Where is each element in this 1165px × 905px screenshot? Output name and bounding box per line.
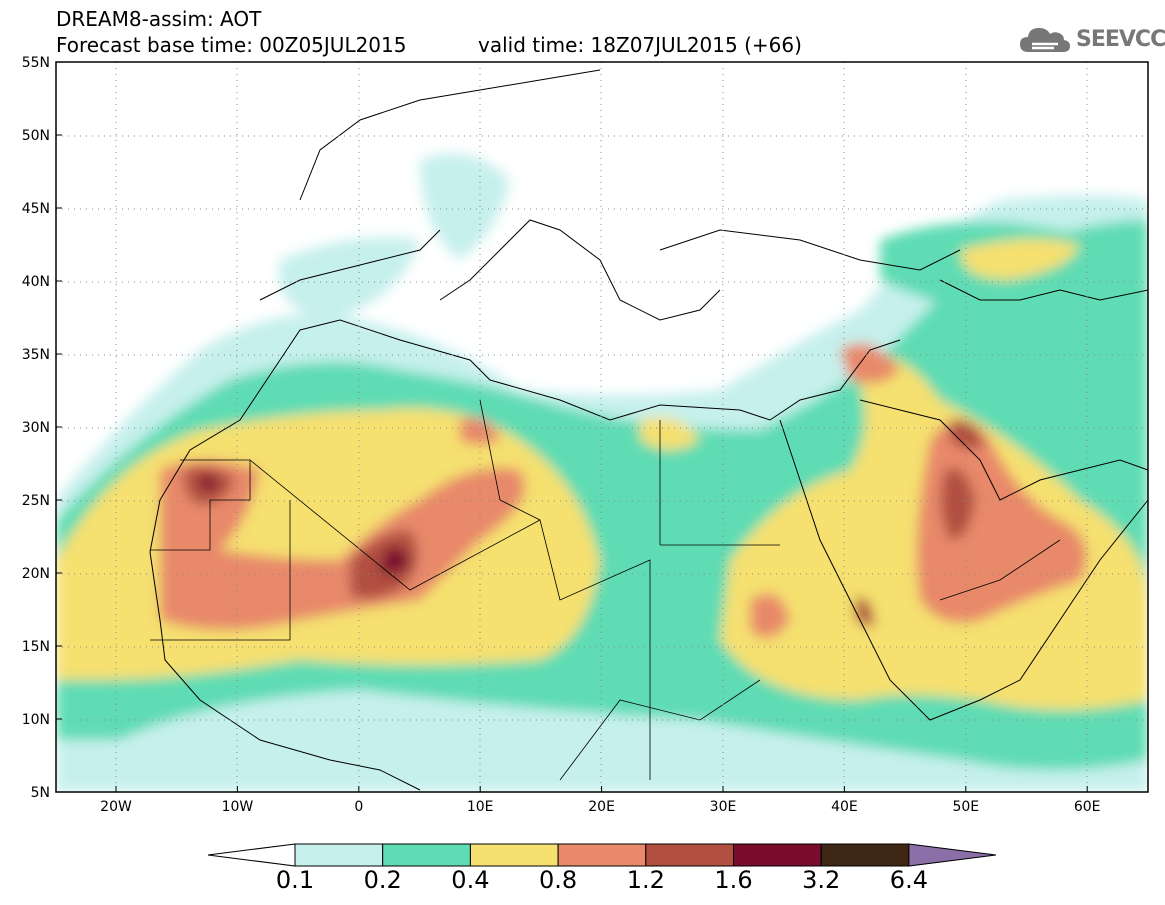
colorbar-label: 6.4: [889, 866, 928, 894]
lat-tick-label: 45N: [22, 201, 50, 217]
lon-tick-label: 20W: [100, 799, 132, 815]
colorbar-label: 0.2: [363, 866, 402, 894]
lon-tick-label: 50E: [952, 799, 979, 815]
colorbar-swatch: [469, 843, 559, 867]
lat-tick-label: 20N: [22, 566, 50, 582]
lat-tick-label: 25N: [22, 493, 50, 509]
lat-tick-label: 15N: [22, 639, 50, 655]
colorbar-label: 0.1: [275, 866, 315, 894]
colorbar-label: 0.8: [539, 866, 578, 894]
colorbar-swatch: [382, 843, 471, 867]
colorbar-swatch: [294, 843, 384, 867]
map-title: DREAM8-assim: AOT: [56, 7, 262, 31]
colorbar-swatch: [733, 843, 822, 867]
lon-tick-label: 10W: [222, 799, 254, 815]
lat-tick-label: 5N: [31, 785, 50, 801]
lon-tick-label: 20E: [588, 799, 615, 815]
country-borders: [150, 399, 1061, 781]
colorbar-swatch: [820, 843, 910, 867]
graticule: [56, 62, 1148, 792]
aot-field: [56, 62, 1148, 792]
colorbar-swatch: [645, 843, 734, 867]
lon-tick-label: 30E: [710, 799, 737, 815]
lon-tick-label: 10E: [467, 799, 494, 815]
lon-tick-label: 40E: [831, 799, 858, 815]
lat-tick-label: 35N: [22, 347, 50, 363]
lon-axis: 20W 10W 0 10E 20E 30E 40E 50E 60E: [100, 786, 1101, 815]
colorbar-swatch: [557, 843, 647, 867]
lon-tick-label: 60E: [1074, 799, 1101, 815]
logo: SEEVCCC: [1018, 22, 1165, 56]
colorbar: [207, 843, 996, 867]
lon-tick-label: 0: [354, 799, 363, 815]
aot-contour-0.8: [160, 460, 525, 630]
colorbar-over-arrow: [908, 843, 996, 867]
lat-tick-label: 30N: [22, 420, 50, 436]
colorbar-label: 1.6: [714, 866, 753, 894]
lat-axis: 55N 50N 45N 40N 35N 30N 25N 20N 15N 10N 5N: [22, 55, 62, 801]
colorbar-label: 1.2: [626, 866, 665, 894]
cloud-icon: [1020, 28, 1070, 52]
lat-tick-label: 40N: [22, 274, 50, 290]
lat-tick-label: 55N: [22, 55, 50, 71]
logo-text: SEEVCCC: [1076, 26, 1165, 52]
forecast-base-time: Forecast base time: 00Z05JUL2015: [56, 33, 407, 57]
colorbar-label: 0.4: [451, 866, 490, 894]
valid-time: valid time: 18Z07JUL2015 (+66): [478, 33, 802, 57]
coastlines: [149, 69, 1148, 791]
aot-contour-1.6: [380, 547, 410, 574]
colorbar-under-arrow: [207, 843, 296, 867]
colorbar-label: 3.2: [802, 866, 841, 894]
lat-tick-label: 10N: [22, 712, 50, 728]
lat-tick-label: 50N: [22, 128, 50, 144]
